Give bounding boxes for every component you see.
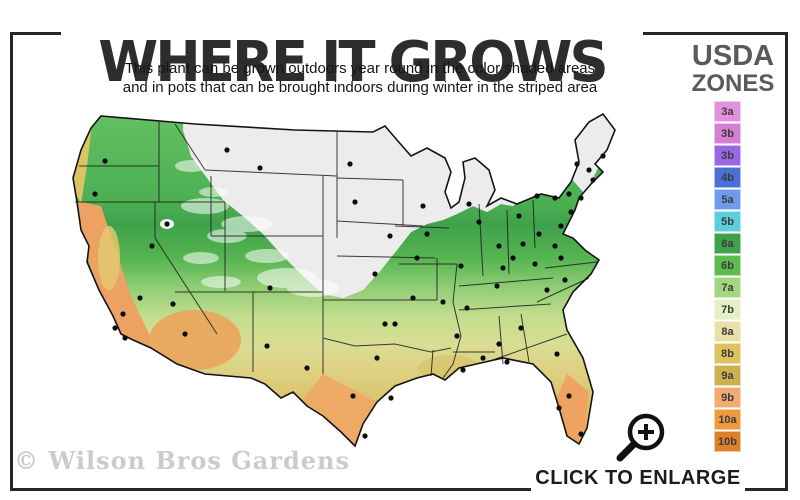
zone-swatch-5a: 5a: [714, 189, 741, 210]
subtitle-line-1: This plant can be grown outdoors year ro…: [124, 60, 596, 77]
us-outline: [72, 112, 616, 448]
zone-swatch-10a: 10a: [714, 409, 741, 430]
usda-zones-list: 3a 3b 3b 4b 5a 5b 6a 6b 7a 7b 8a 8b 9a 9b 10a 10b: [714, 101, 741, 453]
page-title: WHERE IT GROWS: [61, 29, 643, 95]
zone-swatch-6b: 6b: [714, 255, 741, 276]
zone-swatch-9a: 9a: [714, 365, 741, 386]
zone-swatch-7a: 7a: [714, 277, 741, 298]
subtitle-line-2: and in pots that can be brought indoors …: [122, 79, 598, 96]
zone-swatch-7b: 7b: [714, 299, 741, 320]
usda-zone-map[interactable]: [55, 106, 667, 473]
legend-title-usda: USDA: [691, 40, 775, 72]
zone-swatch-5b: 5b: [714, 211, 741, 232]
city-dots: [92, 147, 606, 439]
us-map-graphic: [72, 112, 616, 448]
subtitle: This plant can be grown outdoors year ro…: [80, 59, 640, 97]
zone-swatch-4b: 4b: [714, 167, 741, 188]
click-to-enlarge-button[interactable]: CLICK TO ENLARGE: [531, 464, 745, 494]
watermark: © Wilson Bros Gardens: [14, 446, 350, 475]
magnifier-zoom-in-icon[interactable]: [608, 410, 670, 473]
zone-swatch-3a: 3a: [714, 101, 741, 122]
zone-swatch-8b: 8b: [714, 343, 741, 364]
zone-swatch-3b: 3b: [714, 123, 741, 144]
legend-title-zones: ZONES: [691, 70, 775, 97]
zone-swatch-10b: 10b: [714, 431, 741, 452]
zone-swatch-6a: 6a: [714, 233, 741, 254]
zone-swatch-8a: 8a: [714, 321, 741, 342]
zone-swatch-9b: 9b: [714, 387, 741, 408]
zone-swatch-3b: 3b: [714, 145, 741, 166]
usda-zones-legend-title: USDA ZONES: [683, 40, 783, 97]
